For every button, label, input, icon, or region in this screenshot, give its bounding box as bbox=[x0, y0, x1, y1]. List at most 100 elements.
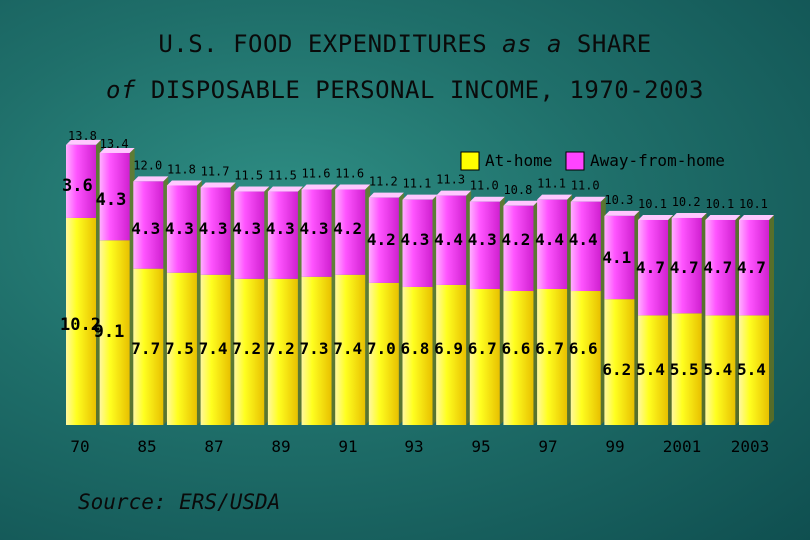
bar-away-1970 bbox=[66, 144, 96, 218]
label-at-home-1987: 7.4 bbox=[199, 339, 228, 358]
label-away-1992: 4.2 bbox=[367, 230, 396, 249]
bar-top-1996 bbox=[503, 200, 539, 206]
label-total-1985: 12.0 bbox=[133, 158, 162, 172]
bar-at-home-1986 bbox=[166, 272, 197, 425]
label-away-2000: 4.7 bbox=[636, 258, 665, 277]
label-at-home-2002: 5.4 bbox=[703, 360, 732, 379]
bar-away-1997 bbox=[537, 199, 568, 289]
x-tick-label-91: 91 bbox=[338, 437, 357, 456]
bar-at-home-1998 bbox=[570, 291, 601, 425]
bar-away-2003 bbox=[739, 219, 769, 316]
label-away-2002: 4.7 bbox=[703, 258, 732, 277]
bar-top-1998 bbox=[570, 196, 606, 202]
source-note: Source: ERS/USDA bbox=[78, 490, 281, 514]
label-away-1988: 4.3 bbox=[232, 219, 261, 238]
label-away-1999: 4.1 bbox=[602, 248, 631, 267]
bar-top-1986 bbox=[166, 180, 202, 186]
label-total-2003: 10.1 bbox=[739, 197, 768, 211]
label-at-home-1998: 6.6 bbox=[569, 339, 598, 358]
labels-group: 10.2 3.6 13.8 9.1 4.3 13.4 7.7 4.3 12.0 7.5 4.3 11.… bbox=[60, 129, 769, 456]
bar-away-1993 bbox=[402, 199, 433, 287]
bar-at-home-2002 bbox=[705, 315, 736, 425]
bar-at-home-1985 bbox=[133, 268, 164, 425]
x-tick-label-2003: 2003 bbox=[731, 437, 770, 456]
label-total-2002: 10.1 bbox=[705, 197, 734, 211]
bar-at-home-1996 bbox=[503, 291, 534, 425]
bar-away-1988 bbox=[234, 191, 265, 279]
x-tick-label-99: 99 bbox=[605, 437, 624, 456]
bar-top-1985 bbox=[133, 176, 169, 182]
label-total-1992: 11.2 bbox=[369, 175, 398, 189]
bar-top-2001 bbox=[671, 212, 707, 218]
bar-side-2003 bbox=[769, 214, 774, 425]
label-total-1993: 11.1 bbox=[403, 177, 432, 191]
x-tick-label-87: 87 bbox=[204, 437, 223, 456]
label-away-1989: 4.3 bbox=[266, 219, 295, 238]
chart-title-line1: U.S. FOOD EXPENDITURES as a SHARE bbox=[0, 30, 810, 58]
title-part: as a bbox=[502, 30, 562, 58]
bar-top-2000 bbox=[638, 214, 674, 220]
label-total-1990: 11.6 bbox=[302, 167, 331, 181]
label-total-1984: 13.4 bbox=[100, 137, 129, 151]
x-tick-label-97: 97 bbox=[538, 437, 557, 456]
chart-title-line2: of DISPOSABLE PERSONAL INCOME, 1970-2003 bbox=[0, 76, 810, 104]
bar-top-1997 bbox=[537, 194, 573, 200]
bar-at-home-1995 bbox=[469, 288, 500, 425]
label-at-home-1989: 7.2 bbox=[266, 339, 295, 358]
label-total-1996: 10.8 bbox=[503, 183, 532, 197]
label-at-home-1985: 7.7 bbox=[131, 339, 160, 358]
label-at-home-1994: 6.9 bbox=[434, 339, 463, 358]
bar-at-home-2000 bbox=[638, 315, 669, 425]
label-total-1988: 11.5 bbox=[234, 169, 263, 183]
bar-at-home-1990 bbox=[301, 276, 332, 425]
x-tick-label-85: 85 bbox=[137, 437, 156, 456]
label-at-home-1992: 7.0 bbox=[367, 339, 396, 358]
label-total-1970: 13.8 bbox=[68, 129, 97, 143]
label-total-2001: 10.2 bbox=[672, 195, 701, 209]
label-away-1995: 4.3 bbox=[468, 230, 497, 249]
label-total-1991: 11.6 bbox=[335, 167, 364, 181]
label-total-1986: 11.8 bbox=[167, 162, 196, 176]
label-at-home-1984: 9.1 bbox=[94, 322, 125, 342]
bar-top-1984 bbox=[99, 147, 135, 153]
label-away-1984: 4.3 bbox=[96, 190, 127, 210]
x-tick-label-95: 95 bbox=[471, 437, 490, 456]
bar-at-home-1992 bbox=[368, 282, 399, 425]
bar-top-1993 bbox=[402, 194, 438, 200]
label-away-1985: 4.3 bbox=[131, 219, 160, 238]
bar-top-1970 bbox=[66, 139, 101, 145]
bar-away-1984 bbox=[99, 152, 130, 241]
label-total-1995: 11.0 bbox=[470, 179, 499, 193]
label-total-2000: 10.1 bbox=[638, 197, 667, 211]
bar-away-1994 bbox=[436, 195, 467, 285]
bar-away-2000 bbox=[638, 219, 669, 316]
label-at-home-1997: 6.7 bbox=[535, 339, 564, 358]
bar-away-1991 bbox=[335, 189, 366, 275]
label-away-1994: 4.4 bbox=[434, 230, 463, 249]
label-away-1996: 4.2 bbox=[501, 230, 530, 249]
bar-at-home-1997 bbox=[537, 288, 568, 425]
label-at-home-1999: 6.2 bbox=[602, 360, 631, 379]
bar-at-home-1970 bbox=[66, 217, 96, 425]
bar-at-home-1999 bbox=[604, 299, 635, 425]
label-away-1986: 4.3 bbox=[165, 219, 194, 238]
legend-label-away: Away-from-home bbox=[590, 151, 725, 170]
label-at-home-1986: 7.5 bbox=[165, 339, 194, 358]
bar-top-1990 bbox=[301, 184, 337, 190]
bar-away-1998 bbox=[570, 201, 601, 292]
title-part: SHARE bbox=[561, 30, 652, 58]
label-at-home-2001: 5.5 bbox=[670, 360, 699, 379]
bar-away-1992 bbox=[368, 197, 399, 283]
bar-away-1996 bbox=[503, 205, 534, 292]
bar-top-1989 bbox=[267, 186, 303, 192]
bar-at-home-1984 bbox=[99, 240, 130, 425]
label-at-home-1990: 7.3 bbox=[300, 339, 329, 358]
bar-top-2003 bbox=[739, 214, 774, 220]
bars-group bbox=[66, 139, 774, 426]
label-away-1970: 3.6 bbox=[62, 176, 93, 196]
bar-away-1987 bbox=[200, 187, 231, 275]
label-away-1990: 4.3 bbox=[300, 219, 329, 238]
label-at-home-2003: 5.4 bbox=[737, 360, 766, 379]
label-at-home-1988: 7.2 bbox=[232, 339, 261, 358]
